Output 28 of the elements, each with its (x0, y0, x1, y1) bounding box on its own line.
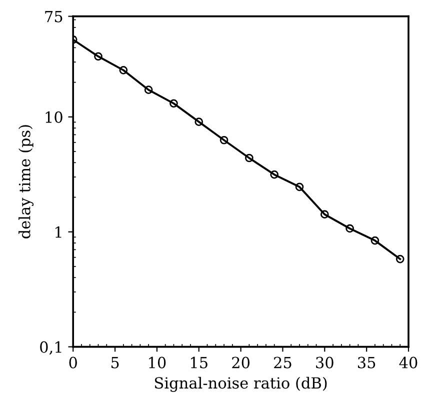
x-tick-label: 40 (399, 356, 418, 368)
point (245, 154, 254, 162)
x-tick-label: 30 (316, 356, 334, 368)
point (320, 210, 329, 219)
point (220, 136, 228, 144)
x-tick-label: 0 (69, 356, 77, 368)
point (119, 66, 128, 74)
x-tick-label: 20 (232, 356, 250, 368)
x-tick-label: 35 (358, 356, 376, 368)
x-axis-title: Signal-noise ratio (dB) (154, 376, 327, 392)
point (396, 254, 404, 264)
point (94, 52, 102, 61)
y-tick-label: 0,1 (40, 341, 62, 355)
point (144, 86, 153, 94)
y-tick-label: 1 (56, 226, 62, 238)
point (170, 99, 178, 108)
y-axis-title: delay time (ps) (18, 125, 34, 238)
point (295, 182, 304, 192)
x-tick-label: 10 (149, 356, 166, 368)
point (370, 236, 380, 245)
x-tick-label: 5 (111, 356, 119, 368)
y-tick-label: 75 (45, 10, 62, 22)
x-tick-label: 25 (274, 356, 292, 368)
y-tick-label: 10 (46, 111, 62, 123)
x-tick-label: 15 (191, 356, 208, 368)
point (194, 118, 204, 126)
point (270, 170, 279, 179)
point (346, 224, 354, 233)
